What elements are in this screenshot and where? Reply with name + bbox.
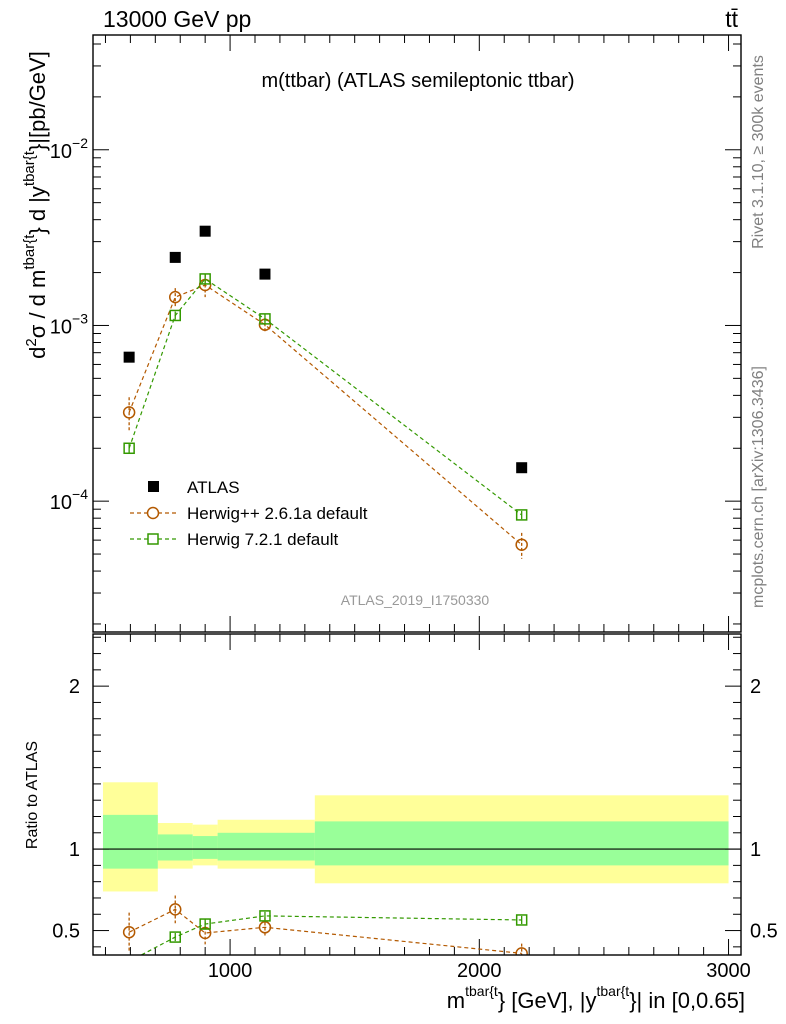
y-axis-label-part: tbar{t bbox=[21, 150, 38, 186]
data-point bbox=[169, 309, 181, 322]
data-point bbox=[259, 268, 271, 280]
uncertainty-band-inner bbox=[217, 832, 315, 861]
ratio-point bbox=[168, 903, 182, 916]
x-axis-label-part: tbar{t bbox=[596, 983, 629, 999]
y-tick-label-base: 10 bbox=[50, 316, 72, 338]
ratio-y-tick-label: 1 bbox=[69, 839, 80, 861]
main-panel-frame bbox=[92, 34, 742, 633]
plot-title: m(ttbar) (ATLAS semileptonic ttbar) bbox=[261, 70, 574, 92]
legend-marker-herwig7 bbox=[147, 533, 159, 545]
uncertainty-band-inner bbox=[192, 836, 218, 859]
ratio-panel-bands bbox=[93, 782, 741, 892]
x-tick-label: 3000 bbox=[706, 960, 751, 982]
legend-label: ATLAS bbox=[187, 478, 240, 497]
main-panel-ticks: 10−210−310−4 bbox=[50, 35, 741, 632]
x-axis-label: mtbar{t} [GeV], |ytbar{t}| in [0,0.65] bbox=[447, 983, 745, 1013]
y-axis-label-part: σ / d m bbox=[25, 270, 50, 339]
ratio-panel-ticks: 0.5 0.5 1 1 2 2 1000 2000 3000 bbox=[52, 634, 778, 982]
legend: ATLAS Herwig++ 2.6.1a default Herwig 7.2… bbox=[130, 478, 368, 549]
uncertainty-band-inner bbox=[314, 821, 729, 866]
y-tick-label: 10−4 bbox=[50, 486, 88, 514]
ratio-point bbox=[258, 921, 272, 934]
y-tick-label-exponent: −4 bbox=[72, 486, 88, 502]
legend-marker-atlas bbox=[148, 481, 159, 492]
data-point bbox=[168, 290, 182, 304]
y-tick-label-base: 10 bbox=[50, 141, 72, 163]
data-point bbox=[123, 442, 135, 455]
y-tick-label-exponent: −2 bbox=[72, 135, 88, 151]
x-tick-label: 1000 bbox=[208, 960, 253, 982]
data-point bbox=[515, 509, 528, 521]
y-axis-label: d2σ / d mtbar{t} d |ytbar{t}|[pb/GeV] bbox=[21, 51, 50, 359]
ratio-point bbox=[122, 925, 136, 939]
process-label: tt̄ bbox=[725, 6, 738, 32]
legend-label: Herwig 7.2.1 default bbox=[187, 530, 338, 549]
mcplots-label: mcplots.cern.ch [arXiv:1306.3436] bbox=[750, 366, 767, 608]
ratio-point bbox=[124, 957, 134, 967]
y-tick-label: 10−2 bbox=[50, 135, 88, 163]
uncertainty-band-inner bbox=[157, 834, 193, 861]
y-axis-label-part: tbar{t bbox=[21, 234, 38, 270]
ratio-point bbox=[515, 947, 528, 955]
ratio-y-tick-label: 0.5 bbox=[750, 921, 778, 943]
ratio-y-tick-label: 1 bbox=[750, 839, 761, 861]
x-axis-label-part: } [GeV], |y bbox=[498, 988, 597, 1013]
main-panel-series bbox=[122, 225, 528, 559]
y-axis-label-part: 2 bbox=[23, 338, 40, 346]
y-axis-label-part: }|[pb/GeV] bbox=[25, 51, 50, 151]
x-tick-label: 2000 bbox=[457, 960, 502, 982]
y-tick-label-exponent: −3 bbox=[72, 310, 88, 326]
data-point bbox=[199, 225, 211, 237]
x-axis-label-part: tbar{t bbox=[465, 983, 498, 999]
ratio-panel-series bbox=[122, 895, 528, 967]
data-point bbox=[259, 313, 271, 325]
ratio-panel-frame bbox=[92, 633, 742, 956]
ratio-point bbox=[169, 931, 181, 943]
data-point bbox=[169, 251, 181, 263]
data-point bbox=[516, 462, 528, 474]
uncertainty-band-inner bbox=[102, 814, 158, 869]
energy-label: 13000 GeV pp bbox=[103, 6, 251, 32]
data-point bbox=[515, 538, 528, 551]
x-axis-label-part: }| in [0,0.65] bbox=[629, 988, 745, 1013]
data-point bbox=[122, 406, 136, 419]
y-axis-label-part: } d |y bbox=[25, 186, 50, 235]
analysis-watermark: ATLAS_2019_I1750330 bbox=[341, 592, 490, 608]
legend-marker-herwigpp bbox=[146, 506, 160, 520]
ratio-y-axis-label: Ratio to ATLAS bbox=[24, 741, 41, 849]
legend-label: Herwig++ 2.6.1a default bbox=[187, 504, 368, 523]
ratio-y-tick-label: 2 bbox=[69, 676, 80, 698]
data-point bbox=[123, 351, 135, 363]
rivet-label: Rivet 3.1.10, ≥ 300k events bbox=[750, 55, 767, 249]
y-tick-label-base: 10 bbox=[50, 492, 72, 514]
ratio-y-tick-label: 2 bbox=[750, 676, 761, 698]
data-point bbox=[199, 273, 211, 285]
ratio-point bbox=[199, 918, 211, 930]
ratio-point bbox=[259, 910, 271, 922]
y-axis-label-part: d bbox=[25, 347, 50, 359]
series-line bbox=[128, 278, 523, 516]
ratio-y-tick-label: 0.5 bbox=[52, 921, 80, 943]
ratio-point bbox=[515, 914, 528, 926]
x-axis-label-part: m bbox=[447, 988, 465, 1013]
y-tick-label: 10−3 bbox=[50, 310, 88, 338]
